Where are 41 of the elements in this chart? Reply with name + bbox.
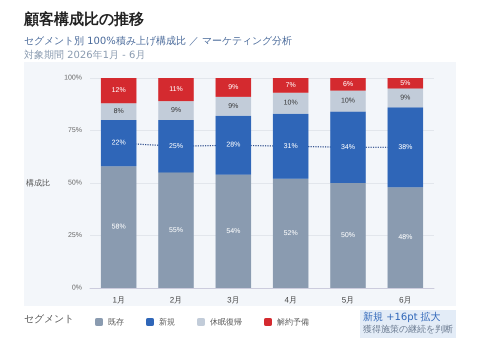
bar <box>100 120 136 166</box>
bar <box>272 92 308 114</box>
bar <box>330 183 366 288</box>
bar <box>272 178 308 288</box>
bar <box>388 187 424 288</box>
bar <box>272 78 308 93</box>
x-tick-label: 4月 <box>284 296 297 304</box>
bar <box>158 101 194 120</box>
y-axis-title: 構成比 <box>26 178 50 188</box>
bar <box>216 96 252 116</box>
bar <box>388 107 424 188</box>
x-tick-label: 2月 <box>170 296 182 304</box>
bar <box>216 116 252 175</box>
bar <box>216 174 252 288</box>
x-tick-label: 5月 <box>342 296 354 304</box>
text: 獲得施策の継続を判断 <box>363 324 453 336</box>
bar <box>100 103 136 120</box>
bar <box>100 78 136 104</box>
chart-title: 顧客構成比の推移 <box>24 10 144 29</box>
bar <box>158 120 194 172</box>
legend-title: セグメント <box>24 313 74 326</box>
bar <box>272 114 308 179</box>
text: 対象期間 2026年1月 - 6月 <box>24 48 146 62</box>
chart-subtitle: セグメント別 100%積み上げ構成比 ／ マーケティング分析 <box>24 34 292 48</box>
bar <box>330 78 366 91</box>
bar <box>100 166 136 288</box>
legend-label: 新規 <box>159 318 175 326</box>
legend-label: 解約予備 <box>277 318 309 326</box>
bar <box>330 112 366 183</box>
bar <box>158 78 194 102</box>
bar <box>388 78 424 88</box>
x-tick-label: 6月 <box>399 296 412 304</box>
x-tick-label: 1月 <box>112 296 125 304</box>
legend-label: 既存 <box>108 318 124 326</box>
x-tick-label: 3月 <box>227 296 240 304</box>
bar <box>388 88 424 108</box>
legend-label: 休眠復帰 <box>210 318 242 326</box>
bar <box>216 78 252 97</box>
text: 新規 +16pt 拡大 <box>363 312 442 324</box>
bar <box>330 90 366 112</box>
bar <box>158 172 194 288</box>
